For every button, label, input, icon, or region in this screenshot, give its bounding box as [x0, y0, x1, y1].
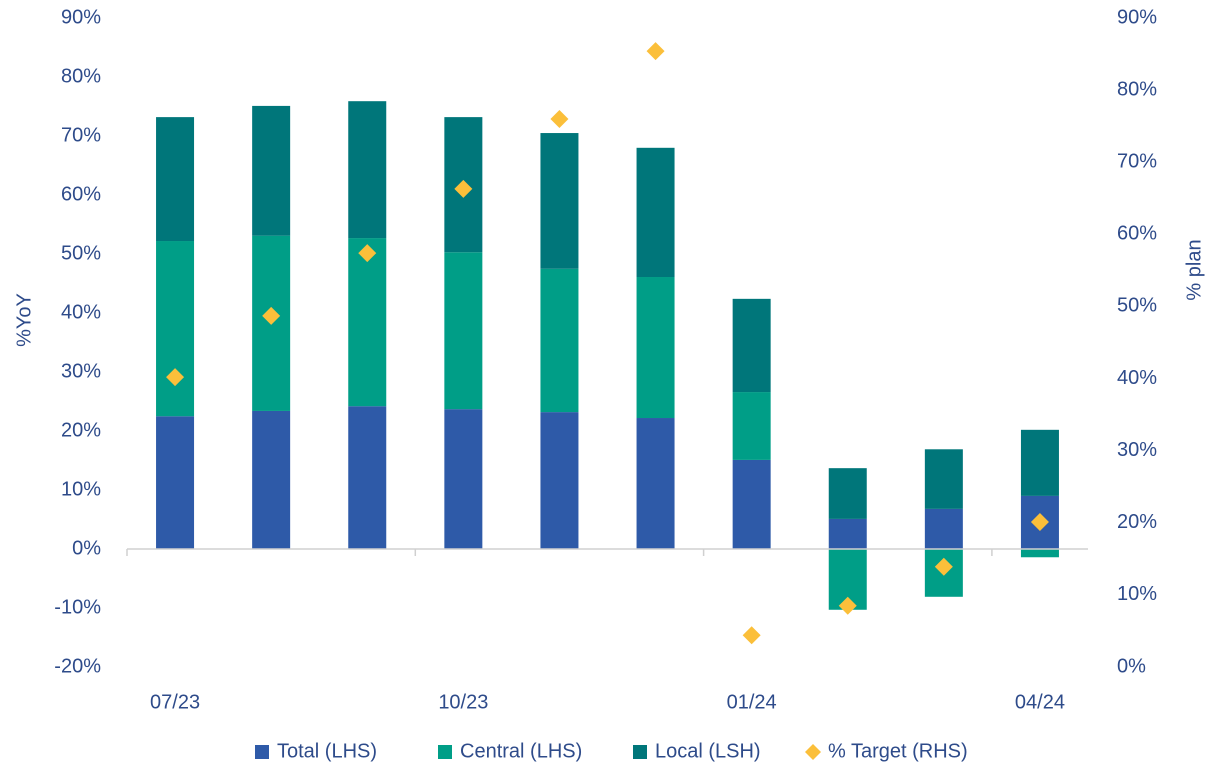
legend-label: Local (LSH) [655, 740, 761, 762]
bar-segment [828, 518, 867, 549]
bar-segment [924, 508, 963, 549]
bar-segment [252, 410, 291, 549]
diamond-marker [550, 109, 569, 128]
diamond-marker [742, 626, 761, 645]
y-tick-label: 50% [61, 242, 101, 264]
diamond-marker [358, 244, 377, 263]
y-tick-label: 40% [61, 301, 101, 323]
diamond-marker [934, 557, 953, 576]
bar-segment [540, 133, 579, 269]
y-tick-label: 90% [61, 6, 101, 28]
bar-segment [348, 406, 387, 549]
diamond-marker [262, 306, 281, 325]
diamond-marker [454, 179, 473, 198]
bar-segment [732, 392, 771, 460]
bar-segment [636, 147, 675, 278]
x-tick-label: 10/23 [438, 691, 488, 713]
bar-segment [636, 277, 675, 419]
y-tick-label: 20% [61, 419, 101, 441]
y-axis-title: %YoY [13, 293, 35, 347]
y2-tick-label: 50% [1117, 295, 1157, 317]
bar-segment [252, 105, 291, 236]
y-tick-label: 0% [72, 537, 101, 559]
y-tick-label: 60% [61, 183, 101, 205]
y-tick-label: 70% [61, 124, 101, 146]
bar-segment [156, 117, 195, 242]
y-tick-label: 10% [61, 478, 101, 500]
legend-marker [633, 745, 647, 759]
bar-segment [636, 418, 675, 549]
bar-segment [444, 252, 483, 410]
y-tick-label: 80% [61, 65, 101, 87]
bar-segment [924, 449, 963, 509]
diamond-marker [166, 368, 185, 387]
bar-segment [444, 409, 483, 549]
legend-marker [805, 744, 821, 760]
y2-axis-title: % plan [1183, 239, 1205, 300]
diamond-marker [646, 42, 665, 61]
bar-segment [540, 268, 579, 413]
x-tick-label: 01/24 [727, 691, 777, 713]
diamond-marker [1030, 513, 1049, 532]
legend-label: Total (LHS) [277, 740, 377, 762]
bar-segment [732, 298, 771, 393]
bar-segment [156, 241, 195, 417]
y-tick-label: 30% [61, 360, 101, 382]
x-tick-label: 04/24 [1015, 691, 1065, 713]
y2-tick-label: 30% [1117, 439, 1157, 461]
y-tick-label: -10% [54, 596, 101, 618]
diamond-marker [838, 596, 857, 615]
legend-label: % Target (RHS) [828, 740, 968, 762]
x-tick-label: 07/23 [150, 691, 200, 713]
y2-tick-label: 40% [1117, 367, 1157, 389]
bar-segment [540, 412, 579, 549]
legend-marker [438, 745, 452, 759]
y2-tick-label: 70% [1117, 151, 1157, 173]
y2-tick-label: 60% [1117, 223, 1157, 245]
bar-segment [156, 416, 195, 549]
y-tick-label: -20% [54, 655, 101, 677]
bar-segment [348, 101, 387, 239]
y2-tick-label: 80% [1117, 78, 1157, 100]
legend-label: Central (LHS) [460, 740, 582, 762]
legend-marker [255, 745, 269, 759]
y2-tick-label: 0% [1117, 655, 1146, 677]
bar-segment [828, 468, 867, 519]
y2-tick-label: 10% [1117, 583, 1157, 605]
bar-segment [1020, 429, 1059, 496]
bar-segment [348, 238, 387, 407]
y2-tick-label: 90% [1117, 6, 1157, 28]
bar-segment [1020, 549, 1059, 558]
y2-tick-label: 20% [1117, 511, 1157, 533]
bar-segment [732, 459, 771, 549]
